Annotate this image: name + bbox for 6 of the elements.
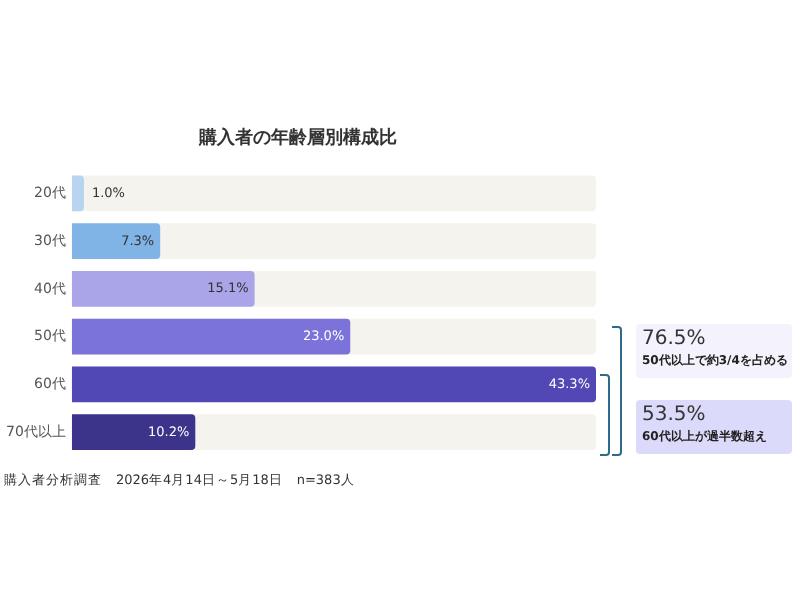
text: 76.5%	[642, 328, 708, 352]
chart-title: 購入者の年齢層別構成比	[197, 127, 397, 150]
bar	[71, 414, 196, 451]
bar	[71, 223, 161, 260]
bar	[71, 175, 84, 212]
text: 53.5%	[642, 404, 708, 428]
